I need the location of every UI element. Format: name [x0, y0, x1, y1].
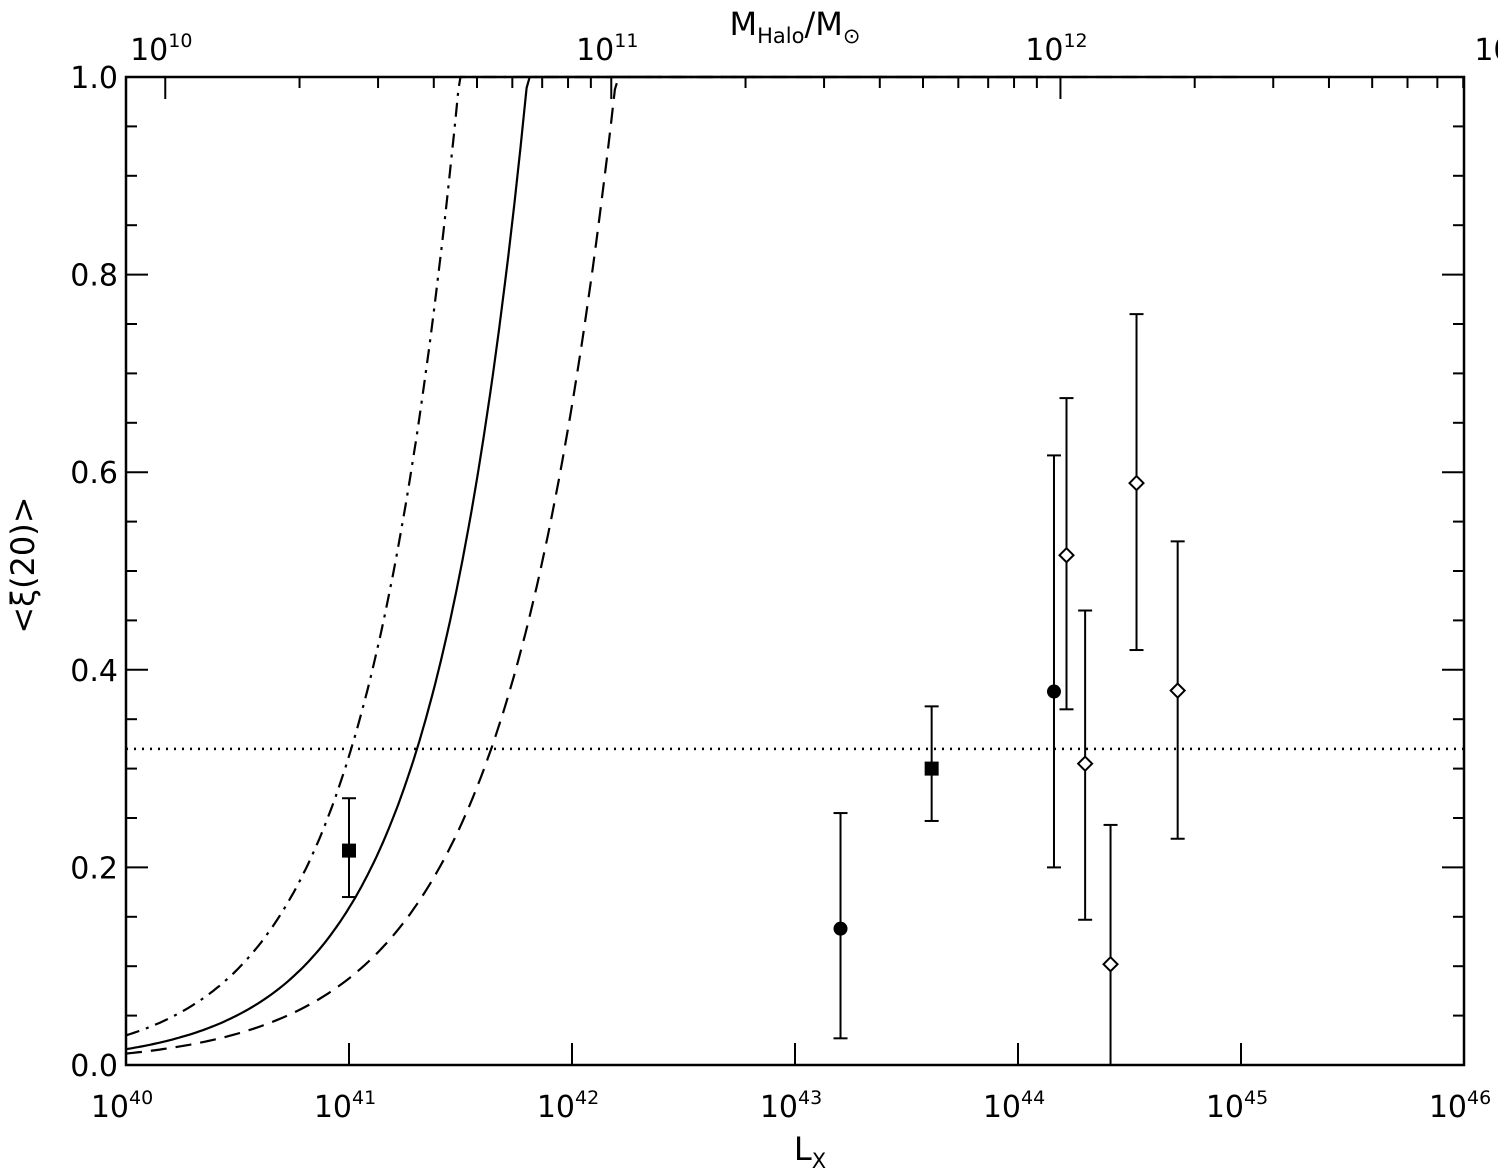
diamond-point: [1128, 313, 1145, 652]
diamond-marker: [1102, 955, 1119, 973]
diamond-marker: [1058, 546, 1075, 564]
circle-point: [833, 812, 848, 1040]
top-tick-label: 1011: [576, 30, 638, 68]
diamond-point: [1076, 609, 1094, 921]
dashed-curve: [125, 75, 1246, 1055]
y-tick-label: 1.0: [70, 61, 118, 96]
solid-curve: [125, 75, 1044, 1051]
circle-marker: [833, 921, 848, 936]
y-tick-label: 0.0: [70, 1049, 118, 1084]
x-tick-label: 1041: [314, 1087, 376, 1125]
y-tick-label: 0.2: [70, 851, 118, 886]
x-tick-label: 1046: [1429, 1087, 1491, 1125]
tick-labels: 1040 1041 1042 1043 1044 1045 1046 1010 1011 1012…: [70, 30, 1498, 1125]
y-tick-label: 0.6: [70, 456, 118, 491]
square-point: [342, 797, 356, 899]
x-tick-label: 1045: [1206, 1087, 1268, 1125]
x-tick-label: 1044: [983, 1087, 1045, 1125]
diamond-marker: [1128, 474, 1145, 492]
square-point: [924, 705, 939, 822]
diamond-marker: [1169, 682, 1187, 699]
diamond-point: [1102, 823, 1119, 1065]
axis-ticks: [125, 76, 1465, 1066]
square-marker: [924, 761, 939, 776]
data-points: [342, 313, 1187, 1065]
circle-marker: [1046, 684, 1061, 699]
diamond-point: [1058, 397, 1075, 711]
diamond-point: [1169, 540, 1187, 840]
diamond-marker: [1076, 755, 1094, 773]
x-tick-label: 1040: [91, 1087, 153, 1125]
y-axis-title: <ξ(20)>: [4, 496, 42, 633]
y-tick-label: 0.4: [70, 654, 118, 689]
top-axis-title: MHalo/M⊙: [730, 5, 861, 48]
top-tick-label: 1012: [1025, 30, 1087, 68]
model-curves: [125, 75, 1246, 1055]
plot-frame: [124, 75, 1466, 1067]
x-tick-label: 1043: [760, 1087, 822, 1125]
square-marker: [342, 843, 356, 858]
top-tick-label: 1010: [130, 30, 192, 68]
circle-point: [1046, 454, 1061, 869]
dash-dot-curve: [125, 75, 762, 1037]
x-tick-label: 1042: [537, 1087, 599, 1125]
y-tick-label: 0.8: [70, 259, 118, 294]
top-tick-label: 1013: [1474, 30, 1498, 68]
x-axis-title: LX: [794, 1130, 826, 1168]
